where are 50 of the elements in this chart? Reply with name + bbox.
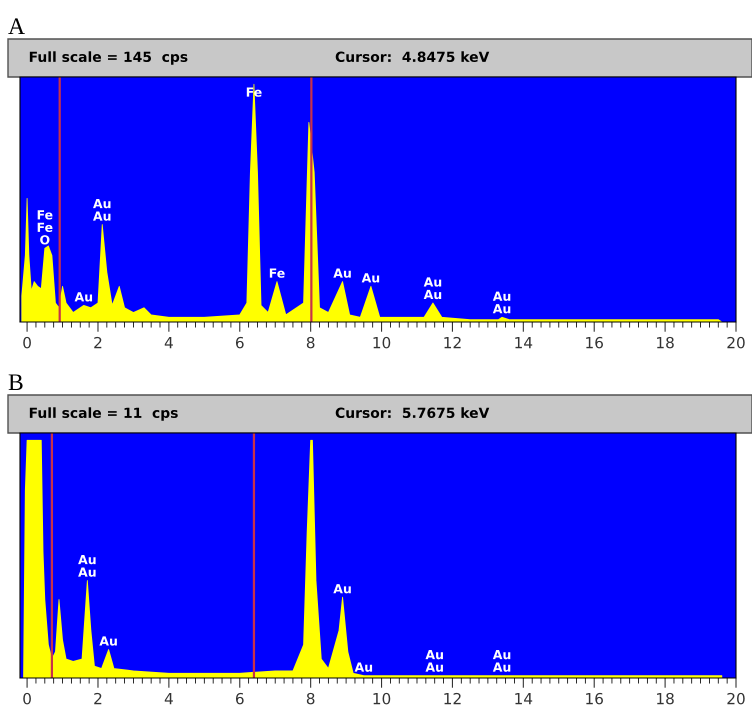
annotation: Au: [492, 304, 510, 314]
x-tick-label: 20: [727, 692, 745, 704]
annotation: Fe: [38, 210, 52, 220]
annotation: Fe: [38, 222, 52, 232]
x-tick-label: 8: [306, 336, 314, 348]
x-tick-label: 2: [94, 692, 102, 704]
annotation: Au: [93, 211, 110, 221]
x-tick-label: 4: [164, 693, 173, 704]
x-tick-label: 0: [23, 692, 31, 704]
annotation: Au: [93, 198, 110, 208]
x-tick-label: 18: [657, 336, 674, 348]
x-tick-label: 20: [727, 336, 745, 348]
annotation: Fe: [270, 268, 285, 278]
annotation: Au: [492, 662, 510, 672]
annotation: Au: [78, 554, 96, 564]
x-tick-label: 6: [236, 692, 244, 704]
annotation: Au: [425, 650, 443, 660]
x-tick-label: 14: [515, 693, 532, 704]
annotation: O: [40, 235, 50, 245]
x-tick-label: 12: [444, 336, 461, 348]
text: Cursor: 4.8475 keV: [336, 51, 490, 62]
text: Full scale = 11 cps: [30, 407, 178, 421]
annotation: Au: [425, 662, 443, 672]
annotation: Au: [78, 567, 96, 577]
annotation: Au: [362, 273, 380, 283]
x-tick-label: 10: [374, 336, 390, 348]
text: Cursor: 5.7675 keV: [336, 407, 490, 418]
x-tick-label: 14: [515, 337, 532, 348]
x-tick-label: 2: [94, 336, 102, 348]
annotation: Au: [492, 650, 510, 660]
annotation: Au: [333, 584, 351, 594]
text: Full scale = 145 cps: [30, 51, 188, 65]
x-tick-label: 16: [586, 692, 603, 704]
annotation: Au: [354, 662, 372, 672]
x-tick-label: 16: [586, 336, 603, 348]
x-tick-label: 6: [236, 336, 244, 348]
x-tick-label: 0: [23, 336, 31, 348]
annotation: Au: [333, 268, 351, 278]
x-tick-label: 8: [306, 692, 314, 704]
annotation: Au: [424, 277, 442, 287]
x-tick-label: 18: [657, 692, 674, 704]
annotation: Au: [99, 636, 117, 646]
annotation: Au: [492, 292, 510, 301]
x-tick-label: 10: [374, 692, 390, 704]
chart-title: A: [8, 18, 25, 34]
chart-title: B: [8, 374, 23, 390]
annotation: Au: [424, 290, 442, 300]
annotation: Au: [74, 292, 92, 302]
x-tick-label: 12: [444, 692, 461, 704]
x-tick-label: 4: [164, 337, 173, 348]
